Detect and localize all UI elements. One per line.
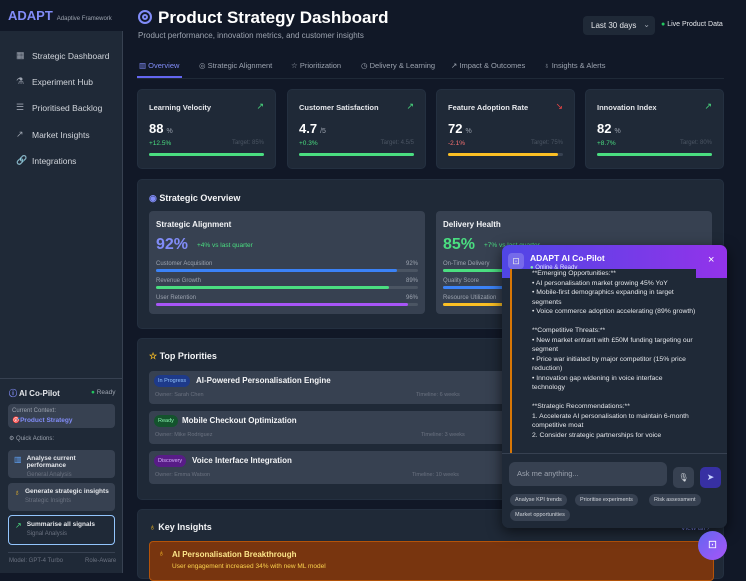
priority-item[interactable]: Discovery Voice Interface Integration Ow… <box>149 451 529 484</box>
close-icon[interactable]: × <box>708 254 715 266</box>
tab-delivery-learning[interactable]: ◷ Delivery & Learning <box>361 61 436 70</box>
list-icon: ☰ <box>16 102 25 112</box>
brand[interactable]: ADAPT Adaptive Framework <box>0 0 123 30</box>
copilot-title: ⓘ AI Co-Pilot <box>9 389 60 398</box>
ai-copilot-chat-panel: ⊡ ADAPT AI Co-Pilot ● Online & Ready × *… <box>502 245 727 528</box>
status-badge: Discovery <box>154 455 187 467</box>
live-data-indicator: ● Live Product Data <box>661 21 723 28</box>
chart-icon: ▥ <box>139 61 149 70</box>
insight-item[interactable]: ♁ AI Personalisation Breakthrough User e… <box>149 541 714 581</box>
kpi-progress-fill <box>149 153 264 156</box>
chart-icon: ▥ <box>14 455 22 464</box>
trend-icon: ↗ <box>451 61 460 70</box>
quick-action-analyse-performance[interactable]: ▥ Analyse current performance General Anal… <box>8 450 115 478</box>
target-icon: ◉ <box>149 193 160 203</box>
kpi-progress-bar <box>299 153 414 156</box>
tab-strategic-alignment[interactable]: ◎ Strategic Alignment <box>199 61 273 70</box>
sidebar-item-strategic-dashboard[interactable]: ▦ Strategic Dashboard <box>16 50 110 61</box>
robot-icon: ⊡ <box>508 253 524 269</box>
kpi-card: Customer Satisfaction ↗ 4.7/5 +0.3% Targ… <box>287 89 426 169</box>
chat-message: **Emerging Opportunities:** • AI persona… <box>510 269 696 454</box>
target-icon: ◎ <box>199 61 208 70</box>
page-subtitle: Product performance, innovation metrics,… <box>138 31 364 40</box>
target-icon: 🎯 <box>12 417 21 424</box>
microphone-icon[interactable]: 🎙 <box>673 467 694 488</box>
metric-progress-bar <box>156 269 418 272</box>
metric-progress-fill <box>156 303 408 306</box>
metric-progress-fill <box>156 269 398 272</box>
trend-up-icon: ↗ <box>256 101 264 111</box>
kpi-value: 72% <box>448 121 472 136</box>
quick-actions-label: ⚙ Quick Actions: <box>9 436 55 442</box>
view-all-link[interactable]: View all › <box>681 525 710 532</box>
metric-progress-bar <box>156 303 418 306</box>
kpi-progress-fill <box>597 153 712 156</box>
grid-icon: ▦ <box>16 50 25 60</box>
strategic-alignment-card: Strategic Alignment 92% +4% vs last quar… <box>149 211 425 314</box>
status-badge: Ready <box>154 415 178 427</box>
chat-input[interactable]: Ask me anything... <box>509 462 667 486</box>
lightbulb-icon: ♁ <box>544 61 552 70</box>
star-icon: ☆ <box>149 351 160 361</box>
star-icon: ☆ <box>291 61 300 70</box>
kpi-card: Feature Adoption Rate ↘ 72% -2.1% Target… <box>436 89 575 169</box>
lightbulb-icon: ♁ <box>149 522 159 532</box>
trend-up-icon: ↗ <box>704 101 712 111</box>
kpi-progress-fill <box>299 153 414 156</box>
tab-insights-alerts[interactable]: ♁ Insights & Alerts <box>544 61 606 70</box>
chip-risk[interactable]: Risk assessment <box>649 494 701 506</box>
flask-icon: ⚗ <box>16 76 25 86</box>
chevron-down-icon: ⌄ <box>643 20 650 29</box>
clock-icon: ◷ <box>361 61 370 70</box>
kpi-value: 4.7/5 <box>299 121 326 136</box>
chip-market[interactable]: Market opportunities <box>510 509 570 521</box>
sidebar-item-market-insights[interactable]: ↗ Market Insights <box>16 129 90 140</box>
info-icon: ⓘ <box>9 389 19 398</box>
kpi-progress-bar <box>149 153 264 156</box>
copilot-status: ● Ready <box>91 389 116 396</box>
metric-row: User Retention 96% <box>156 295 418 306</box>
page-title: Product Strategy Dashboard <box>158 8 389 27</box>
kpi-progress-fill <box>448 153 559 156</box>
priority-item[interactable]: Ready Mobile Checkout Optimization Owner… <box>149 411 529 444</box>
trend-icon: ↗ <box>15 521 22 530</box>
sidebar-item-integrations[interactable]: 🔗 Integrations <box>16 155 77 166</box>
sidebar-item-experiment-hub[interactable]: ⚗ Experiment Hub <box>16 76 93 87</box>
metric-row: Revenue Growth 89% <box>156 278 418 289</box>
trend-down-icon: ↘ <box>555 101 563 111</box>
kpi-card: Innovation Index ↗ 82% +8.7% Target: 80% <box>585 89 724 169</box>
date-range-select[interactable]: Last 30 days ⌄ <box>583 16 655 35</box>
active-tab-indicator <box>137 76 182 78</box>
tab-overview[interactable]: ▥ Overview <box>139 61 180 70</box>
sidebar: ADAPT Adaptive Framework ▦ Strategic Dashb… <box>0 0 123 573</box>
actions-icon: ⚙ <box>9 436 17 442</box>
metric-progress-fill <box>156 286 390 289</box>
chat-toggle-robot-icon[interactable]: ⊡ <box>698 531 727 560</box>
current-context: Current Context: 🎯Product Strategy <box>8 404 115 428</box>
tab-impact-outcomes[interactable]: ↗ Impact & Outcomes <box>451 61 526 70</box>
kpi-progress-bar <box>448 153 563 156</box>
kpi-card: Learning Velocity ↗ 88% +12.5% Target: 8… <box>137 89 276 169</box>
kpi-progress-bar <box>597 153 712 156</box>
trend-icon: ↗ <box>16 129 24 139</box>
link-icon: 🔗 <box>16 155 28 165</box>
quick-action-summarise-signals[interactable]: ↗ Summarise all signals Signal Analysis <box>8 515 115 545</box>
priority-item[interactable]: In Progress AI-Powered Personalisation E… <box>149 371 529 404</box>
status-badge: In Progress <box>154 375 191 387</box>
kpi-value: 88% <box>149 121 173 136</box>
kpi-value: 82% <box>597 121 621 136</box>
send-icon[interactable]: ➤ <box>700 467 721 488</box>
lightbulb-icon: ♁ <box>158 548 165 558</box>
quick-action-generate-insights[interactable]: ♁ Generate strategic insights Strategic In… <box>8 483 115 511</box>
target-icon <box>138 10 152 24</box>
sidebar-item-prioritised-backlog[interactable]: ☰ Prioritised Backlog <box>16 102 103 113</box>
tab-prioritization[interactable]: ☆ Prioritization <box>291 61 342 70</box>
chip-analyse-kpi[interactable]: Analyse KPI trends <box>510 494 567 506</box>
chip-prioritise[interactable]: Prioritise experiments <box>575 494 638 506</box>
trend-up-icon: ↗ <box>406 101 414 111</box>
lightbulb-icon: ♁ <box>14 488 20 497</box>
metric-row: Customer Acquisition 92% <box>156 261 418 272</box>
metric-progress-bar <box>156 286 418 289</box>
